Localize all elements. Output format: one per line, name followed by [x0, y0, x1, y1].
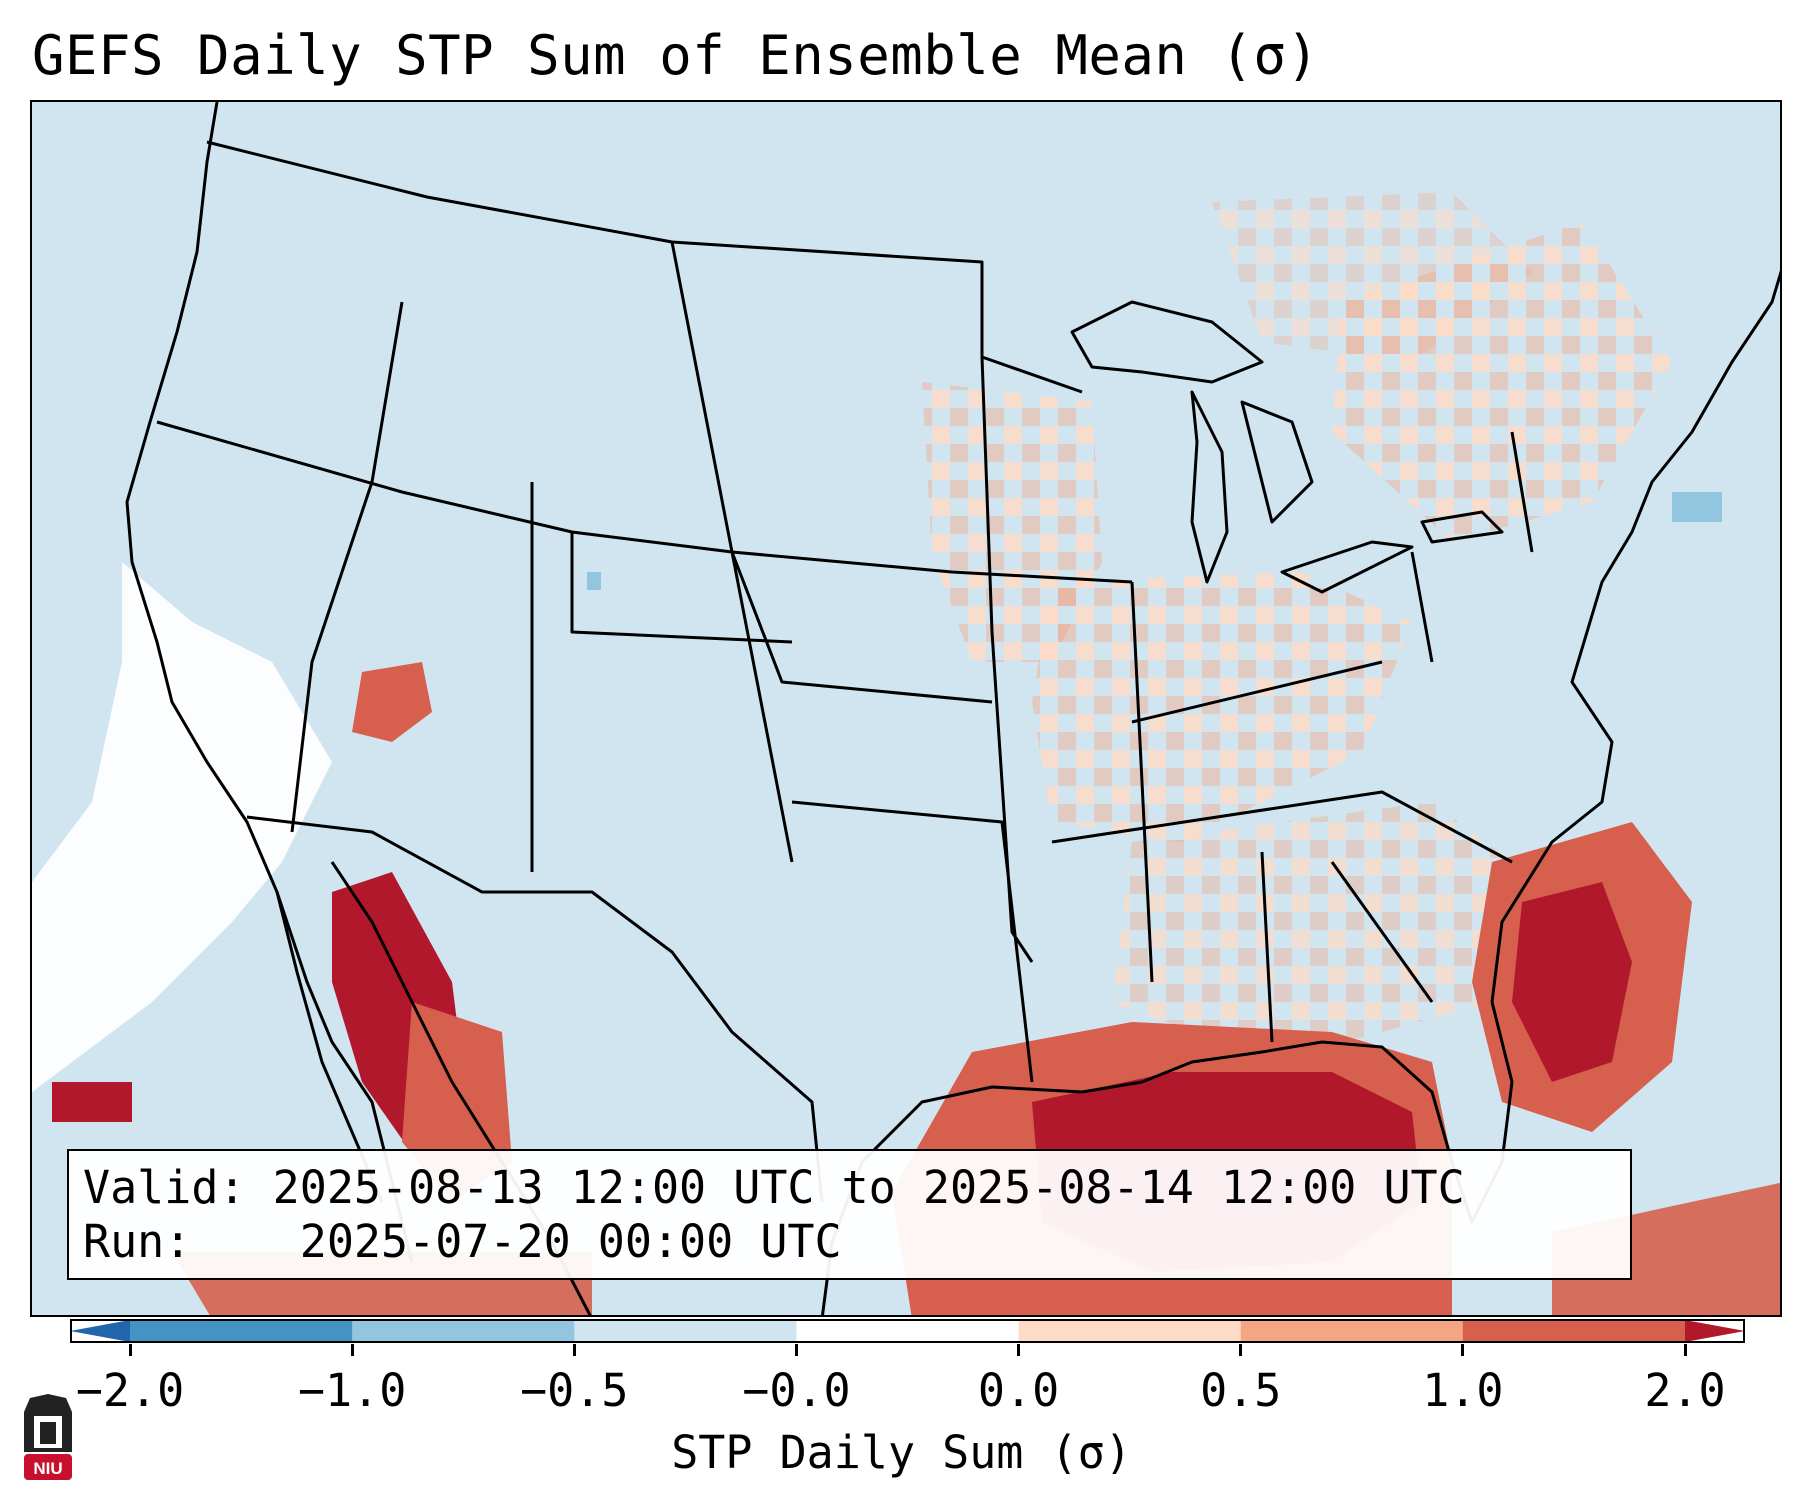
niu-logo: NIU	[24, 1394, 72, 1480]
colorbar-tick	[1683, 1344, 1687, 1356]
lake-huron	[1240, 400, 1314, 524]
colorbar-tick-label: 1.0	[1422, 1364, 1504, 1417]
colorbar-tick	[794, 1344, 798, 1356]
colorbar-bin	[574, 1320, 797, 1342]
logo-text: NIU	[33, 1459, 62, 1478]
lake-michigan	[1190, 390, 1229, 584]
lake-ontario	[1420, 510, 1504, 544]
chart-title: GEFS Daily STP Sum of Ensemble Mean (σ)	[32, 24, 1320, 87]
colorbar-extend-low	[70, 1320, 130, 1342]
colorbar-tick-label: −2.0	[75, 1364, 185, 1417]
colorbar-tick	[1239, 1344, 1243, 1356]
colorbar-bin	[1462, 1320, 1686, 1342]
southeast-area	[1112, 802, 1512, 1062]
colorbar-tick	[350, 1344, 354, 1356]
colorbar-tick-label: −0.0	[742, 1364, 851, 1417]
colorbar-label: STP Daily Sum (σ)	[671, 1426, 1132, 1479]
colorbar-bin	[130, 1320, 353, 1342]
colorbar-ticks: −2.0 −1.0 −0.5 −0.0 0.0 0.5 1.0 2.0	[0, 1344, 1803, 1417]
pacific-coastline	[125, 102, 414, 1263]
ohio-valley-area	[1032, 572, 1412, 842]
colorbar-extend-high	[1685, 1320, 1745, 1342]
colorbar-tick	[572, 1344, 576, 1356]
nevada-cluster	[352, 662, 432, 742]
pacific-strong-patch	[52, 1082, 132, 1122]
colorbar-bin	[1240, 1320, 1464, 1342]
pacific-neutral-area	[32, 562, 332, 1092]
lake-erie	[1280, 540, 1414, 594]
caribbean-area	[1552, 1182, 1780, 1315]
colorbar-tick-label: 0.5	[1200, 1364, 1282, 1417]
colorbar-tick	[1017, 1344, 1021, 1356]
state-lines	[156, 241, 1534, 1083]
run-value: 2025-07-20 00:00 UTC	[299, 1215, 842, 1268]
colorbar-outline	[70, 1319, 1745, 1343]
valid-label: Valid:	[83, 1161, 246, 1214]
colorbar-tick-label: −0.5	[520, 1364, 629, 1417]
lake-superior	[1070, 300, 1264, 384]
utah-negative-cell	[587, 572, 601, 590]
run-label: Run:	[83, 1215, 192, 1268]
canada-border	[206, 140, 1083, 394]
info-box: Valid: 2025-08-13 12:00 UTC to 2025-08-1…	[67, 1149, 1632, 1280]
colorbar-tick	[128, 1344, 132, 1356]
colorbar-tick-label: 2.0	[1644, 1364, 1726, 1417]
colorbar-tick-label: 0.0	[977, 1364, 1060, 1417]
colorbar-bin	[352, 1320, 575, 1342]
canada-area	[1212, 192, 1532, 362]
map-panel	[30, 100, 1782, 1317]
atlantic-negative-patch	[1672, 492, 1722, 522]
colorbar-tick	[1461, 1344, 1465, 1356]
valid-value: 2025-08-13 12:00 UTC to 2025-08-14 12:00…	[272, 1161, 1465, 1214]
colorbar	[70, 1319, 1745, 1343]
colorbar-segments	[70, 1320, 1745, 1342]
colorbar-tick-label: −1.0	[297, 1364, 407, 1417]
colorbar-bin	[1018, 1320, 1242, 1342]
atlantic-coastline	[1490, 270, 1780, 1003]
mexico-border	[246, 815, 824, 1203]
colorbar-bin	[796, 1320, 1020, 1342]
atlantic-strong-area	[1512, 882, 1632, 1082]
map-canvas	[32, 102, 1780, 1315]
